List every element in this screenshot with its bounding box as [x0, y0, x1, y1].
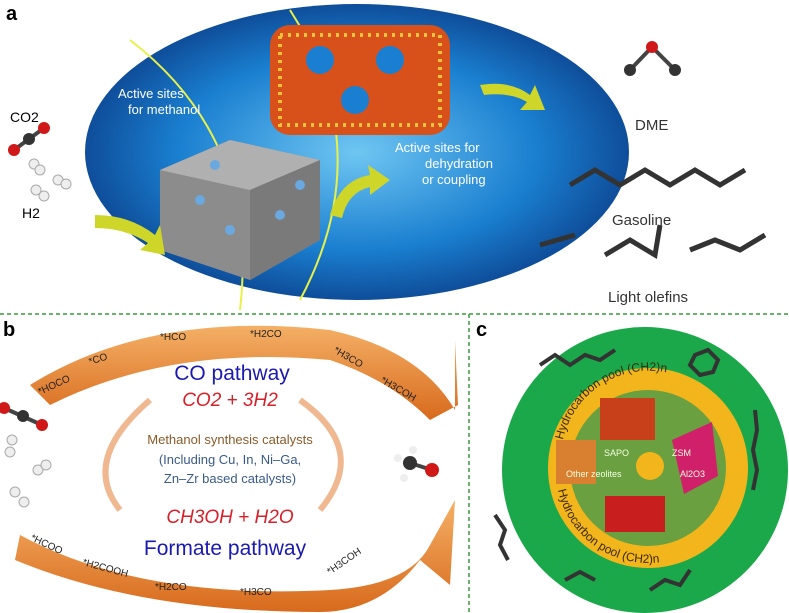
co2-molecule-icon	[0, 402, 48, 431]
gasoline-molecule-icon	[568, 167, 747, 188]
dehydration-sites-label: or coupling	[422, 172, 486, 187]
arrow-icon	[480, 83, 545, 110]
olefin-molecules-icon	[539, 224, 767, 260]
co2-molecule-icon	[8, 122, 50, 156]
formate-intermediate: *H3COH	[325, 546, 363, 577]
reactants-equation: CO2 + 3H2	[182, 390, 278, 411]
right-cycle-arrow	[298, 397, 344, 512]
product-light-olefins: Light olefins	[608, 289, 688, 306]
formate-pathway-arrow	[15, 500, 455, 612]
zsm-framework-icon	[672, 422, 718, 494]
dehydration-sites-label: Active sites for	[395, 140, 480, 155]
product-gasoline: Gasoline	[612, 212, 671, 229]
catalyst-sapo: SAPO	[604, 448, 629, 458]
h2-molecules-icon	[4, 434, 52, 508]
product-dme: DME	[635, 117, 668, 134]
catalyst-title: Methanol synthesis catalysts	[147, 432, 313, 447]
catalyst-other-zeolites: Other zeolites	[566, 469, 622, 479]
sapo-framework-icon	[600, 398, 655, 440]
products-equation: CH3OH + H2O	[166, 507, 293, 528]
co2-label: CO2	[10, 109, 39, 125]
panel-b: b *HOCO *CO *HCO *H2CO *H3CO *H3COH *HCO…	[0, 319, 458, 612]
catalyst-zsm: ZSM	[672, 448, 691, 458]
metal-cube-icon	[160, 140, 320, 280]
h2-molecules-icon	[28, 158, 72, 202]
h2-label: H2	[22, 205, 40, 221]
panel-c: c SAPO ZSM Other zeolites Al2O3 Hydrocar…	[476, 319, 788, 613]
catalyst-detail: (Including Cu, In, Ni–Ga,	[159, 452, 301, 467]
formate-intermediate: *H2CO	[155, 582, 187, 593]
alumina-framework-icon	[605, 496, 665, 532]
co-pathway-title: CO pathway	[174, 362, 290, 385]
methanol-sites-label: Active sites	[118, 86, 184, 101]
left-cycle-arrow	[102, 397, 152, 512]
co-pathway-arrow	[30, 325, 458, 420]
formate-pathway-title: Formate pathway	[144, 537, 307, 560]
panel-a: a Active sites for methanol Active sites…	[6, 3, 767, 311]
dme-molecule-icon	[624, 41, 681, 76]
zeolite-framework-icon	[556, 440, 596, 484]
arrow-icon	[330, 165, 390, 218]
zeolite-framework-icon	[270, 25, 450, 135]
catalyst-al2o3: Al2O3	[680, 469, 705, 479]
co-intermediate: *H2CO	[250, 329, 282, 340]
arrow-icon	[95, 215, 165, 255]
formate-intermediate: *H3CO	[240, 587, 272, 598]
panel-b-label: b	[3, 319, 15, 341]
co-intermediate: *HCO	[160, 332, 186, 343]
hydrocarbon-molecules-icon	[493, 347, 760, 592]
methanol-sites-label: for methanol	[128, 102, 200, 117]
panel-c-label: c	[476, 319, 487, 341]
dehydration-sites-label: dehydration	[425, 156, 493, 171]
methanol-core	[636, 452, 664, 480]
panel-a-label: a	[6, 3, 18, 25]
catalyst-detail: Zn–Zr based catalysts)	[164, 471, 296, 486]
methanol-molecule-icon	[394, 446, 439, 482]
